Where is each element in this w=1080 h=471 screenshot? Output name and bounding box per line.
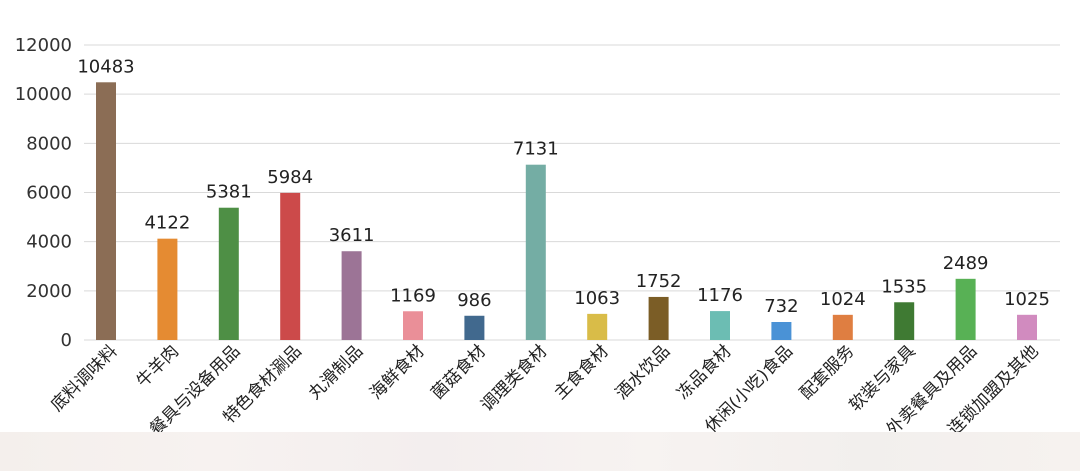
- category-label: 海鲜食材: [366, 341, 428, 403]
- bar: [403, 311, 423, 340]
- bar: [955, 278, 976, 340]
- grid: [84, 44, 1060, 341]
- bar: [648, 296, 669, 340]
- bar: [525, 164, 546, 340]
- y-tick-label: 12000: [15, 35, 72, 56]
- bar-value-label: 2489: [943, 253, 989, 274]
- value-labels: 10483 4122 5381 5984 3611 1169 986 7131 1063 1752…: [77, 56, 1050, 317]
- bar: [894, 302, 915, 340]
- bar: [771, 322, 792, 340]
- bar-value-label: 1176: [697, 285, 743, 306]
- bar-value-label: 1024: [820, 289, 866, 310]
- category-label: 底料调味料: [47, 341, 121, 415]
- bar-value-label: 1535: [881, 276, 927, 297]
- bars: [96, 82, 1037, 341]
- bar-value-label: 986: [457, 290, 491, 311]
- bar-value-label: 10483: [77, 56, 134, 77]
- bar: [464, 315, 485, 340]
- bar: [96, 82, 116, 341]
- bar: [710, 311, 730, 340]
- bar-value-label: 5984: [267, 167, 313, 188]
- category-label: 配套服务: [796, 341, 858, 403]
- bar: [280, 192, 301, 340]
- bar-value-label: 7131: [513, 139, 559, 160]
- y-axis-ticks: 0 2000 4000 6000 8000 10000 12000: [15, 35, 72, 351]
- category-label: 牛羊肉: [133, 341, 183, 391]
- bar-value-label: 1025: [1004, 289, 1050, 310]
- category-label: 主食食材: [551, 341, 613, 403]
- bar-value-label: 3611: [329, 225, 375, 246]
- bar-value-label: 1169: [390, 285, 436, 306]
- bar: [832, 314, 853, 340]
- category-label: 调理类食材: [477, 341, 551, 415]
- y-tick-label: 10000: [15, 84, 72, 105]
- bar-value-label: 1752: [636, 271, 682, 292]
- bar: [1017, 314, 1037, 340]
- y-tick-label: 2000: [26, 281, 72, 302]
- bar-value-label: 1063: [574, 288, 620, 309]
- y-tick-label: 6000: [26, 183, 72, 204]
- bar: [341, 251, 362, 340]
- y-tick-label: 4000: [26, 232, 72, 253]
- category-label: 丸滑制品: [305, 341, 367, 403]
- category-label: 酒水饮品: [612, 341, 674, 403]
- category-label: 菌菇食材: [428, 341, 490, 403]
- bar: [218, 207, 239, 340]
- bar: [157, 238, 178, 340]
- bar: [587, 313, 608, 340]
- bar-value-label: 5381: [206, 182, 252, 203]
- bar-value-label: 732: [764, 296, 798, 317]
- bottom-band: [0, 432, 1080, 471]
- bar-value-label: 4122: [144, 213, 190, 234]
- y-tick-label: 0: [61, 330, 72, 351]
- category-label: 冻品食材: [673, 341, 735, 403]
- y-tick-label: 8000: [26, 133, 72, 154]
